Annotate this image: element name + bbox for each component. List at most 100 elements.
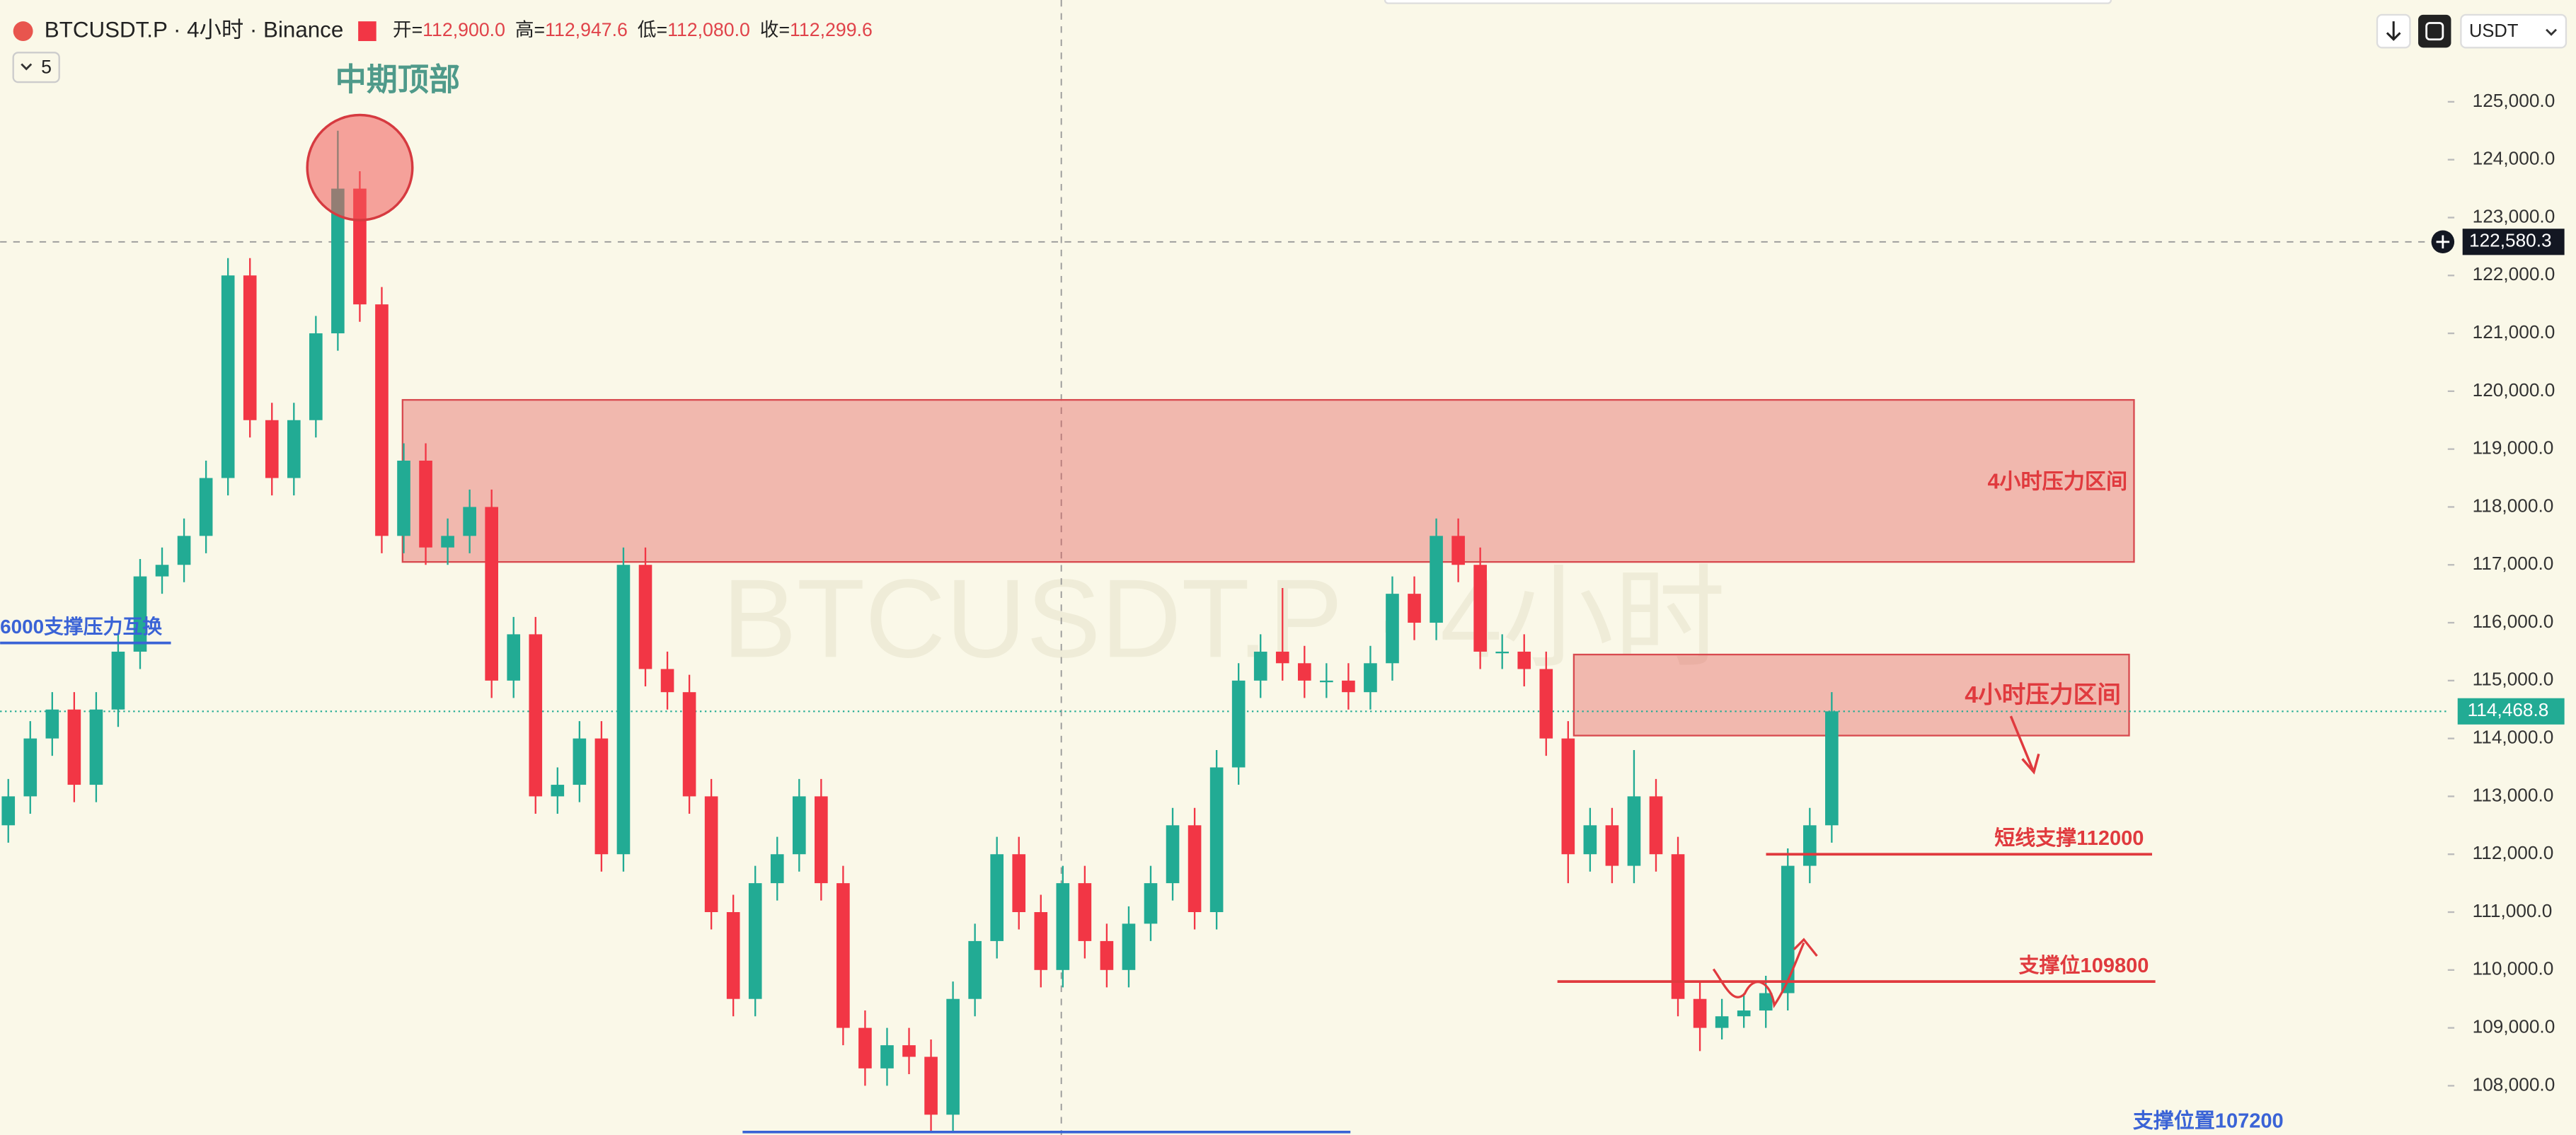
- candle-body: [660, 669, 674, 693]
- last-price-box: [2457, 698, 2565, 725]
- down-arrow-icon: [2386, 21, 2401, 41]
- candle-body: [265, 420, 279, 478]
- y-tick-label: 123,000.0: [2473, 205, 2555, 226]
- crosshair-price-label: 122,580.3: [2469, 230, 2552, 251]
- candle-body: [792, 796, 806, 855]
- candle-body: [704, 796, 718, 913]
- candle-body: [1561, 738, 1575, 855]
- candle-body: [331, 188, 345, 334]
- down-arrow: [2009, 715, 2040, 775]
- level-label: 短线支撑112000: [1994, 826, 2144, 850]
- candle-body: [1583, 825, 1597, 855]
- candle-body: [1693, 998, 1707, 1028]
- plus-icon: [2436, 235, 2450, 249]
- candle-body: [1671, 854, 1685, 999]
- indicators-toggle[interactable]: [12, 52, 60, 83]
- low-label: 低=: [638, 19, 667, 40]
- watermark: BTCUSDT.P · 4小时: [723, 556, 1726, 681]
- top-panel: [1384, 0, 2112, 4]
- ohlc-legend: 开=112,900.0 高=112,947.6 低=112,080.0 收=112,2…: [393, 19, 873, 40]
- candle-body: [463, 507, 476, 536]
- candle-body: [309, 333, 323, 420]
- candle-body: [419, 461, 432, 548]
- symbol-title: BTCUSDT.P · 4小时 · Binance: [45, 17, 343, 42]
- candle-body: [67, 709, 81, 785]
- candle-body: [287, 420, 301, 478]
- candle-body: [770, 854, 784, 884]
- candle-body: [1078, 883, 1092, 941]
- candle-body: [924, 1056, 938, 1115]
- candle-body: [1517, 651, 1531, 669]
- high-value: 112,947.6: [545, 19, 628, 40]
- candle-body: [1802, 825, 1817, 866]
- candle-body: [177, 536, 191, 565]
- candle-body: [1, 796, 16, 826]
- candle-body: [1122, 923, 1136, 970]
- level-label: 支撑位置107200: [2133, 1109, 2284, 1133]
- y-tick-label: 111,000.0: [2473, 900, 2553, 921]
- candle-body: [551, 785, 565, 797]
- candle-body: [748, 883, 762, 999]
- currency-label: USDT: [2469, 21, 2518, 41]
- candle-body: [1605, 825, 1619, 866]
- currency-select[interactable]: [2460, 13, 2568, 49]
- candle-body: [858, 1027, 872, 1068]
- open-value: 112,900.0: [422, 19, 505, 40]
- candle-body: [1364, 663, 1377, 693]
- candle-body: [1781, 865, 1795, 993]
- candle-body: [1759, 993, 1773, 1011]
- candle-body: [1715, 1016, 1729, 1028]
- candle-body: [1034, 912, 1048, 970]
- close-value: 112,299.6: [790, 19, 873, 40]
- candle-body: [243, 275, 257, 420]
- y-tick-label: 114,000.0: [2473, 727, 2554, 748]
- high-label: 高=: [515, 19, 545, 40]
- y-tick-label: 120,000.0: [2473, 379, 2555, 401]
- resistance-zone: [1572, 653, 2130, 737]
- candle-body: [485, 507, 498, 681]
- candle-body: [1737, 1010, 1751, 1017]
- candle-body: [1188, 825, 1202, 913]
- peak-circle: [306, 113, 414, 221]
- y-tick-label: 113,000.0: [2473, 784, 2554, 805]
- flag-icon: [358, 21, 376, 42]
- y-tick-label: 121,000.0: [2473, 321, 2555, 342]
- candle-body: [1408, 594, 1421, 623]
- candle-body: [1825, 711, 1839, 826]
- y-tick-label: 108,000.0: [2473, 1073, 2555, 1095]
- candle-body: [89, 709, 103, 785]
- candle-body: [1100, 940, 1114, 970]
- candle-body: [133, 576, 147, 652]
- indicators-count: 5: [41, 56, 52, 77]
- y-tick-label: 116,000.0: [2473, 611, 2554, 632]
- candle-body: [507, 634, 521, 681]
- candle-body: [726, 912, 740, 999]
- last-price-label: 114,468.8: [2468, 699, 2549, 720]
- chevron-icon: [21, 63, 33, 71]
- peak-label: 中期顶部: [335, 63, 460, 98]
- candle-body: [616, 565, 631, 855]
- symbol-logo: [13, 21, 33, 42]
- candle-body: [1275, 651, 1289, 664]
- scale-icon: [2425, 22, 2444, 41]
- resistance-zone: [401, 398, 2135, 563]
- candle-body: [375, 304, 389, 536]
- candle-body: [1209, 767, 1224, 913]
- candle-body: [1649, 796, 1663, 855]
- open-label: 开=: [393, 19, 422, 40]
- auto-scale-button[interactable]: [2418, 14, 2451, 48]
- candle-body: [111, 651, 125, 710]
- y-tick-label: 117,000.0: [2473, 553, 2554, 574]
- candle-body: [815, 796, 828, 884]
- candle-body: [45, 709, 59, 739]
- candle-body: [529, 634, 543, 797]
- candle-body: [155, 565, 169, 577]
- candle-body: [1253, 651, 1267, 681]
- candle-body: [23, 738, 38, 797]
- candle-body: [902, 1045, 916, 1057]
- candle-body: [836, 883, 850, 1028]
- crosshair-price-box: [2462, 229, 2565, 255]
- candle-body: [968, 940, 982, 999]
